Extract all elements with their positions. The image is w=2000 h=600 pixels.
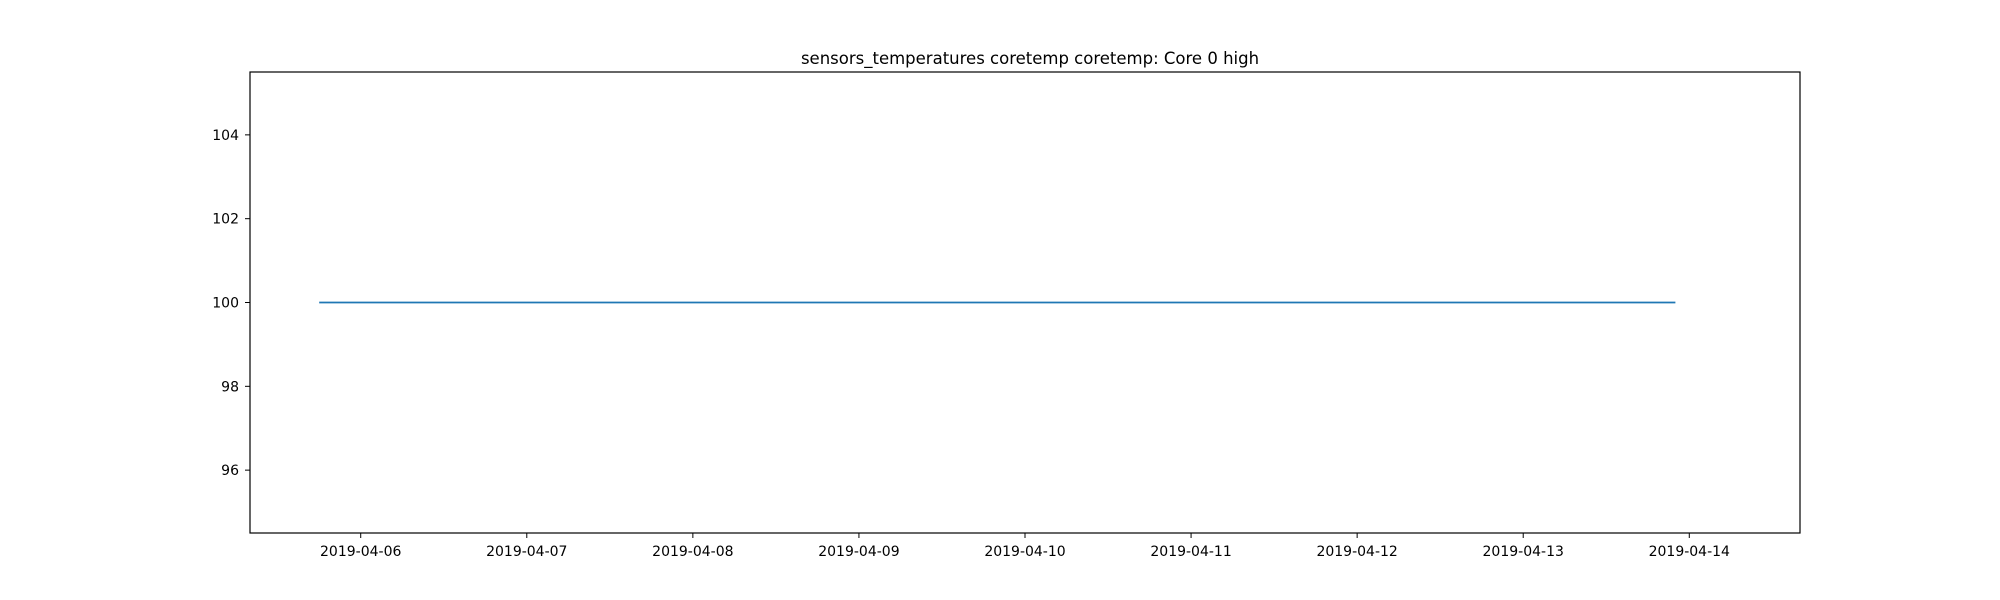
y-axis: 96 98 100 102 104 (212, 128, 250, 479)
x-tick-label: 2019-04-12 (1316, 544, 1397, 560)
x-axis: 2019-04-06 2019-04-07 2019-04-08 2019-04-09… (320, 533, 1730, 560)
x-tick-label: 2019-04-11 (1150, 544, 1231, 560)
x-tick-label: 2019-04-08 (652, 544, 733, 560)
x-tick-label: 2019-04-09 (818, 544, 899, 560)
x-tick-label: 2019-04-07 (486, 544, 567, 560)
chart-title: sensors_temperatures coretemp coretemp: … (801, 49, 1259, 69)
y-tick-label: 104 (212, 128, 239, 144)
y-tick-label: 98 (221, 379, 239, 395)
x-tick-label: 2019-04-13 (1483, 544, 1564, 560)
x-tick-label: 2019-04-10 (984, 544, 1065, 560)
y-tick-label: 96 (221, 463, 239, 479)
y-tick-label: 102 (212, 212, 239, 228)
y-tick-label: 100 (212, 296, 239, 312)
x-tick-label: 2019-04-14 (1649, 544, 1730, 560)
x-tick-label: 2019-04-06 (320, 544, 401, 560)
